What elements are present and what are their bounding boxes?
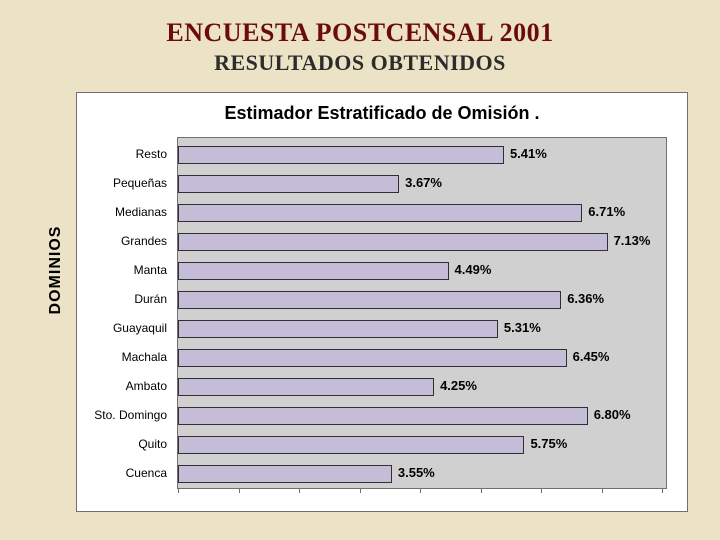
x-tick: [299, 488, 300, 493]
x-tick: [178, 488, 179, 493]
bar-row: 5.31%: [178, 320, 660, 338]
chart-box: Estimador Estratificado de Omisión . Res…: [76, 92, 688, 512]
bar: [178, 320, 498, 338]
y-labels: Resto Pequeñas Medianas Grandes Manta Durán Gu…: [77, 137, 173, 489]
y-label: Resto: [136, 147, 167, 161]
y-label: Sto. Domingo: [94, 408, 167, 422]
bars-area: 5.41% 3.67% 6.71% 7.13% 4.49% 6.36% 5.31% 6.45%…: [178, 142, 660, 484]
bar-row: 6.71%: [178, 204, 660, 222]
bar-row: 4.25%: [178, 378, 660, 396]
y-label: Medianas: [115, 205, 167, 219]
bar-value-label: 6.36%: [567, 290, 604, 308]
bar: [178, 291, 561, 309]
x-tick: [420, 488, 421, 493]
bar-value-label: 6.71%: [588, 203, 625, 221]
y-label: Manta: [134, 263, 167, 277]
x-tick: [662, 488, 663, 493]
x-tick: [360, 488, 361, 493]
bar-row: 6.45%: [178, 349, 660, 367]
bar-value-label: 7.13%: [614, 232, 651, 250]
bar: [178, 146, 504, 164]
x-tick: [481, 488, 482, 493]
bar-row: 5.41%: [178, 146, 660, 164]
bar: [178, 465, 392, 483]
bar-value-label: 6.80%: [594, 406, 631, 424]
y-label: Quito: [138, 437, 167, 451]
bar-value-label: 5.41%: [510, 145, 547, 163]
y-label: Grandes: [121, 234, 167, 248]
bar-row: 4.49%: [178, 262, 660, 280]
bar-value-label: 5.75%: [530, 435, 567, 453]
bar-value-label: 5.31%: [504, 319, 541, 337]
slide: ENCUESTA POSTCENSAL 2001 RESULTADOS OBTE…: [0, 0, 720, 540]
y-label: Guayaquil: [113, 321, 167, 335]
bar: [178, 262, 449, 280]
bar: [178, 407, 588, 425]
bar: [178, 436, 524, 454]
bar-row: 3.55%: [178, 465, 660, 483]
bar-value-label: 3.55%: [398, 464, 435, 482]
x-tick: [541, 488, 542, 493]
slide-title: ENCUESTA POSTCENSAL 2001: [0, 0, 720, 48]
y-label: Cuenca: [126, 466, 167, 480]
bar-row: 3.67%: [178, 175, 660, 193]
plot-area: 5.41% 3.67% 6.71% 7.13% 4.49% 6.36% 5.31% 6.45%…: [177, 137, 667, 489]
bar-value-label: 6.45%: [573, 348, 610, 366]
bar: [178, 349, 567, 367]
bar-value-label: 4.25%: [440, 377, 477, 395]
bar: [178, 204, 582, 222]
y-label: Machala: [122, 350, 167, 364]
bar-row: 7.13%: [178, 233, 660, 251]
bar-value-label: 3.67%: [405, 174, 442, 192]
y-label: Durán: [134, 292, 167, 306]
bar-value-label: 4.49%: [455, 261, 492, 279]
bar: [178, 175, 399, 193]
bar: [178, 233, 608, 251]
y-axis-title: DOMINIOS: [47, 226, 65, 315]
bar-row: 6.80%: [178, 407, 660, 425]
bar-row: 6.36%: [178, 291, 660, 309]
bar-row: 5.75%: [178, 436, 660, 454]
slide-subtitle: RESULTADOS OBTENIDOS: [0, 50, 720, 76]
chart-title: Estimador Estratificado de Omisión .: [77, 93, 687, 130]
x-tick: [239, 488, 240, 493]
bar: [178, 378, 434, 396]
y-label: Pequeñas: [113, 176, 167, 190]
x-tick: [602, 488, 603, 493]
y-label: Ambato: [126, 379, 167, 393]
